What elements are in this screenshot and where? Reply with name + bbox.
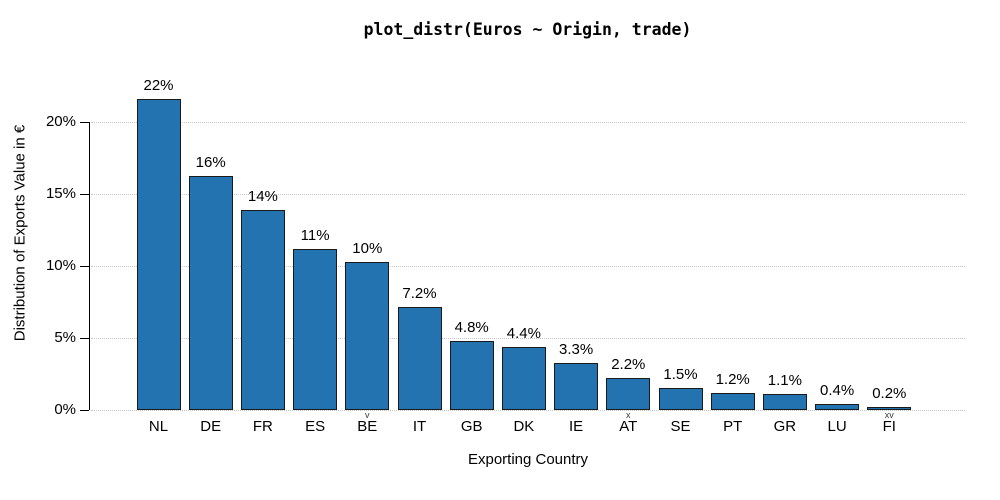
x-category-label: ES (305, 418, 326, 435)
y-gridline (91, 266, 965, 268)
x-category-label: DE (200, 418, 222, 435)
bar (606, 378, 651, 410)
bar-value-label: 3.3% (558, 340, 594, 358)
y-gridline (91, 338, 965, 340)
x-category-label: DK (513, 418, 535, 435)
y-tick-label: 15% (45, 185, 76, 203)
y-tick (80, 194, 89, 196)
bar (397, 306, 442, 410)
y-tick (80, 266, 89, 268)
bar-value-label: 1.2% (715, 370, 750, 388)
bar (345, 261, 390, 410)
bar (136, 99, 181, 410)
bar-value-label: 1.1% (767, 372, 802, 390)
bar (658, 388, 703, 410)
rug-mark: x (626, 409, 631, 420)
x-category-label: NL (148, 418, 169, 435)
x-category-label: FI (882, 418, 896, 435)
bar (501, 346, 546, 410)
bar-value-label: 11% (300, 226, 330, 244)
x-axis-title: Exporting Country (467, 451, 589, 468)
y-axis-line (89, 122, 90, 410)
bar-value-label: 14% (247, 188, 278, 206)
bar (188, 175, 233, 410)
bar-value-label: 10% (352, 239, 383, 257)
y-gridline (91, 410, 965, 411)
bar (815, 404, 860, 410)
y-tick (80, 122, 89, 124)
y-tick (80, 410, 89, 411)
chart-title: plot_distr(Euros ~ Origin, trade) (363, 20, 692, 39)
y-axis-title: Distribution of Exports Value in € (11, 124, 29, 342)
rug-mark: xv (884, 409, 894, 420)
x-category-label: FR (252, 418, 273, 435)
x-category-label: BE (357, 418, 378, 435)
x-category-label: SE (670, 418, 691, 435)
bar-value-label: 1.5% (663, 366, 698, 384)
x-category-label: IT (412, 418, 427, 435)
x-category-label: AT (619, 418, 638, 435)
y-tick-label: 5% (54, 329, 76, 347)
bar-value-label: 4.8% (454, 319, 489, 336)
x-category-label: GB (460, 418, 483, 435)
bar (867, 407, 912, 410)
bar (240, 210, 285, 410)
x-category-label: IE (569, 418, 584, 435)
bar (293, 248, 338, 410)
y-tick-label: 20% (45, 113, 76, 131)
bar-value-label: 22% (143, 77, 174, 95)
bar-value-label: 0.2% (872, 385, 907, 403)
bar (554, 362, 599, 410)
bar (710, 392, 755, 410)
y-gridline (91, 194, 965, 196)
y-tick (80, 338, 89, 340)
y-tick-label: 10% (45, 257, 76, 275)
x-category-label: PT (723, 418, 743, 435)
rug-mark: v (365, 409, 370, 420)
bar-value-label: 16% (195, 153, 226, 171)
bar-value-label: 2.2% (611, 356, 646, 374)
bar-value-label: 4.4% (506, 324, 541, 342)
bar (449, 341, 494, 410)
y-tick-label: 0% (54, 401, 76, 418)
x-category-label: LU (827, 418, 847, 435)
bar-value-label: 7.2% (402, 284, 437, 302)
bar (762, 394, 807, 410)
y-gridline (91, 122, 965, 124)
x-category-label: GR (773, 418, 797, 435)
bar-value-label: 0.4% (819, 382, 855, 400)
